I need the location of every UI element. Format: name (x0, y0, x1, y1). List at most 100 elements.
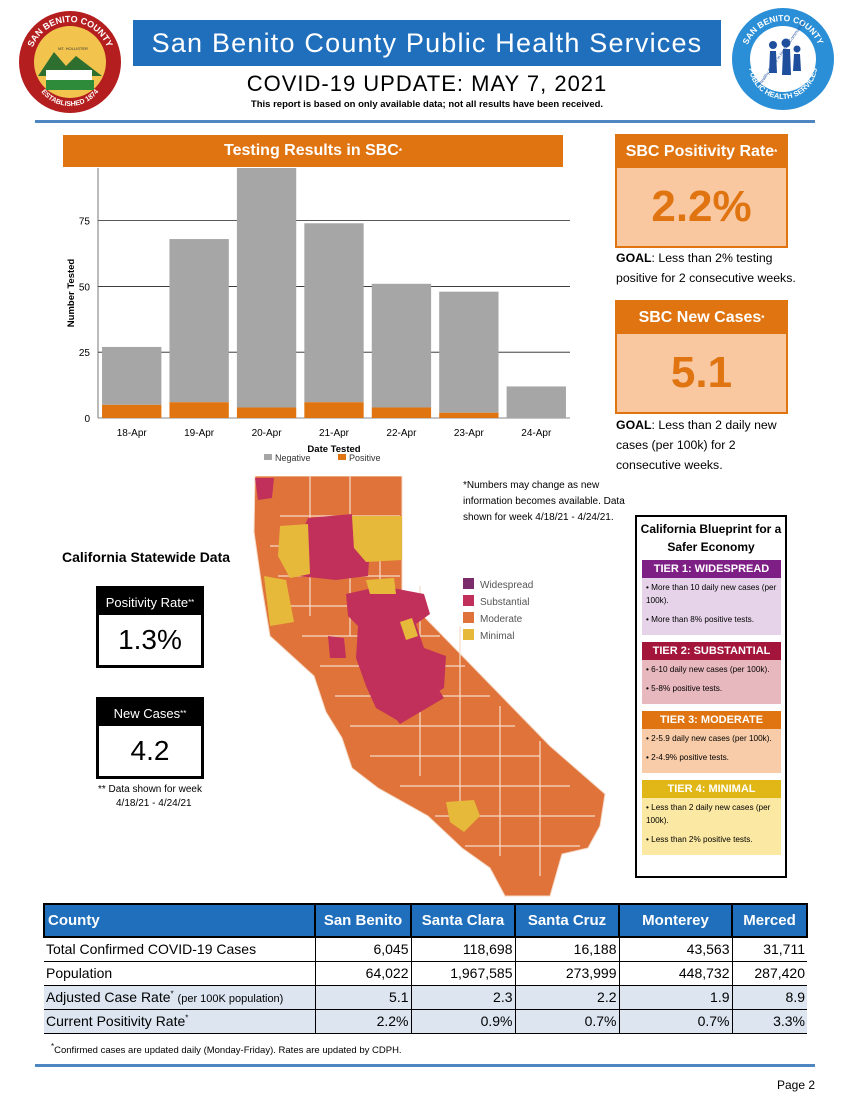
footer-divider (35, 1064, 815, 1067)
legend-label-widespread: Widespread (480, 580, 533, 591)
table-header-row: County San Benito Santa Clara Santa Cruz… (43, 903, 808, 938)
minimal-region-north (352, 516, 402, 562)
minimal-region-coast (264, 576, 294, 626)
substantial-region-bay (328, 636, 346, 658)
table-cell: 64,022 (315, 961, 412, 986)
report-note: This report is based on only available d… (250, 99, 604, 110)
state-new-cases-label-text: New Cases (113, 705, 181, 721)
table-cell: 0.9% (411, 1009, 516, 1034)
tier-3-moderate: TIER 3: MODERATE • 2-5.9 daily new cases… (642, 711, 781, 773)
y-tick-label: 75 (79, 217, 91, 228)
bar-negative (506, 386, 566, 418)
chart-title-mark: * (398, 146, 402, 156)
public-health-logo: SAN BENITO COUNTY PUBLIC HEALTH SERVICES… (732, 8, 834, 110)
sbc-positivity-label-text: SBC Positivity Rate (625, 143, 775, 160)
bar-positive (102, 404, 162, 418)
tier-3-line1: • 2-5.9 daily new cases (per 100k). (646, 734, 772, 743)
minimal-region-west (278, 524, 310, 578)
tier-2-line2: • 5-8% positive tests. (646, 684, 723, 693)
table-cell: 118,698 (411, 937, 516, 962)
blueprint-title: California Blueprint for a Safer Economy (640, 522, 782, 554)
footnote-text: Confirmed cases are updated daily (Monda… (54, 1045, 402, 1057)
tier-4-head: TIER 4: MINIMAL (642, 780, 781, 798)
state-new-cases-box: New Cases ** 4.2 (96, 697, 204, 779)
state-new-cases-value: 4.2 (130, 735, 170, 766)
substantial-region-sacramento (346, 586, 446, 722)
minimal-region-la (446, 800, 480, 832)
map-legend: Widespread Substantial Moderate Minimal (463, 578, 533, 642)
positivity-goal-text: : Less than 2% testing positive for 2 co… (616, 251, 796, 285)
x-tick-label: 21-Apr (319, 428, 350, 439)
table-header-merced: Merced (731, 903, 808, 938)
chart-title: Testing Results in SBC * (63, 135, 563, 167)
bar-negative (304, 223, 364, 403)
page-number: Page 2 (777, 1078, 816, 1092)
table-cell: 2.2 (515, 985, 620, 1010)
table-cell: 448,732 (619, 961, 733, 986)
table-cell: 0.7% (619, 1009, 733, 1034)
x-tick-label: 24-Apr (521, 428, 552, 439)
bar-positive (439, 412, 499, 418)
x-tick-label: 23-Apr (454, 428, 485, 439)
table-header-san-benito: San Benito (314, 903, 412, 938)
tier-1-line2: • More than 8% positive tests. (646, 615, 754, 624)
legend-label-substantial: Substantial (480, 597, 529, 608)
new-cases-goal-text: : Less than 2 daily new cases (per 100k)… (616, 418, 777, 472)
header-divider (35, 120, 815, 123)
substantial-region-north (296, 514, 370, 580)
substantial-region-north-coast (255, 478, 274, 500)
sbc-new-cases-label-text: SBC New Cases (638, 309, 762, 326)
state-positivity-mark: ** (188, 597, 195, 607)
table-cell: 0.7% (515, 1009, 620, 1034)
sbc-new-cases-value: 5.1 (670, 348, 733, 397)
statewide-note: ** Data shown for week 4/18/21 - 4/24/21 (98, 783, 202, 811)
legend-label-positive: Positive (349, 453, 381, 463)
sbc-positivity-label: SBC Positivity Rate * (617, 136, 786, 168)
table-cell: 3.3% (732, 1009, 807, 1034)
positivity-row-mark: * (185, 1013, 189, 1023)
case-rate-mark: * (170, 989, 174, 999)
sbc-new-cases-label: SBC New Cases * (617, 302, 786, 334)
tier-4-line2: • Less than 2% positive tests. (646, 835, 753, 844)
state-positivity-label-text: Positivity Rate (105, 594, 189, 610)
legend-swatch-positive (338, 454, 346, 460)
minimal-region-plumas (366, 578, 396, 594)
legend-swatch-minimal (463, 629, 474, 640)
legend-swatch-moderate (463, 612, 474, 623)
bar-positive (169, 402, 229, 418)
tier-1-body: • More than 10 daily new cases (per 100k… (642, 578, 781, 635)
x-axis-label: Date Tested (307, 444, 360, 455)
tier-4-body: • Less than 2 daily new cases (per 100k)… (642, 798, 781, 855)
table-cell: 1,967,585 (411, 961, 516, 986)
new-cases-goal: GOAL: Less than 2 daily new cases (per 1… (616, 415, 784, 475)
bar-positive (304, 402, 364, 418)
row-label-case-rate: Adjusted Case Rate* (per 100K population… (44, 985, 316, 1010)
positivity-goal-label: GOAL (616, 251, 652, 265)
table-cell: 2.3 (411, 985, 516, 1010)
row-label-positivity: Current Positivity Rate* (44, 1009, 316, 1034)
legend-swatch-negative (264, 454, 272, 460)
county-comparison-table: County San Benito Santa Clara Santa Cruz… (43, 903, 808, 1034)
table-header-county: County (43, 903, 316, 938)
agency-title: San Benito County Public Health Services (151, 27, 703, 58)
sbc-new-cases-mark: * (761, 313, 765, 323)
table-row: Current Positivity Rate* 2.2% 0.9% 0.7% … (44, 1009, 807, 1034)
y-tick-label: 0 (84, 414, 90, 425)
y-tick-label: 50 (79, 282, 91, 293)
testing-results-chart: 0 25 50 75 18-Apr 19-Apr 20-Apr 21-Apr 22-Apr 23-… (66, 168, 570, 463)
legend-swatch-substantial (463, 595, 474, 606)
table-cell: 6,045 (315, 937, 412, 962)
sbc-positivity-box: SBC Positivity Rate * 2.2% (615, 134, 788, 248)
tier-1-head: TIER 1: WIDESPREAD (642, 560, 781, 578)
legend-label-minimal: Minimal (480, 631, 514, 642)
bar-negative (236, 168, 297, 408)
table-row: Total Confirmed COVID-19 Cases 6,045 118… (44, 937, 807, 962)
chart-title-text: Testing Results in SBC (224, 142, 399, 159)
x-tick-label: 19-Apr (184, 428, 215, 439)
table-row: Population 64,022 1,967,585 273,999 448,… (44, 961, 807, 986)
table-row: Adjusted Case Rate* (per 100K population… (44, 985, 807, 1010)
table-cell: 5.1 (315, 985, 412, 1010)
tier-3-body: • 2-5.9 daily new cases (per 100k). • 2-… (642, 729, 781, 773)
y-axis-label: Number Tested (66, 259, 77, 328)
sbc-new-cases-box: SBC New Cases * 5.1 (615, 300, 788, 414)
